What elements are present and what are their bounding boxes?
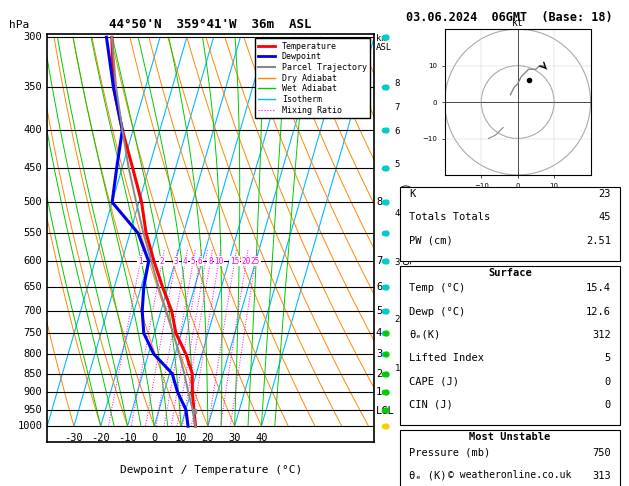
Text: 1: 1 bbox=[138, 257, 143, 266]
Text: 350: 350 bbox=[23, 82, 42, 92]
Text: -30: -30 bbox=[65, 433, 83, 443]
Text: 6: 6 bbox=[198, 257, 202, 266]
Text: 8: 8 bbox=[376, 197, 382, 207]
Text: 5: 5 bbox=[604, 353, 611, 364]
Legend: Temperature, Dewpoint, Parcel Trajectory, Dry Adiabat, Wet Adiabat, Isotherm, Mi: Temperature, Dewpoint, Parcel Trajectory… bbox=[255, 38, 370, 118]
Text: 3: 3 bbox=[394, 258, 400, 267]
Text: 0: 0 bbox=[604, 377, 611, 387]
Text: 7: 7 bbox=[394, 103, 400, 112]
Text: 4: 4 bbox=[183, 257, 187, 266]
Text: 900: 900 bbox=[23, 387, 42, 397]
Text: 1: 1 bbox=[376, 387, 382, 397]
Text: 10: 10 bbox=[175, 433, 187, 443]
FancyBboxPatch shape bbox=[399, 187, 620, 261]
Text: LCL: LCL bbox=[376, 406, 394, 416]
Text: 5: 5 bbox=[394, 160, 400, 169]
Text: θₑ(K): θₑ(K) bbox=[409, 330, 440, 340]
Text: 950: 950 bbox=[23, 404, 42, 415]
Text: 12.6: 12.6 bbox=[586, 307, 611, 317]
Text: CAPE (J): CAPE (J) bbox=[409, 377, 459, 387]
Text: Mixing Ratio (g/kg): Mixing Ratio (g/kg) bbox=[402, 182, 412, 294]
Text: Pressure (mb): Pressure (mb) bbox=[409, 448, 490, 458]
Text: 4: 4 bbox=[376, 328, 382, 338]
Text: 550: 550 bbox=[23, 228, 42, 238]
Text: 15: 15 bbox=[230, 257, 239, 266]
Text: 2.51: 2.51 bbox=[586, 236, 611, 246]
Text: 312: 312 bbox=[592, 330, 611, 340]
Text: 10: 10 bbox=[214, 257, 223, 266]
Text: 5: 5 bbox=[376, 306, 382, 316]
FancyBboxPatch shape bbox=[399, 266, 620, 425]
Text: © weatheronline.co.uk: © weatheronline.co.uk bbox=[448, 470, 572, 480]
Text: 40: 40 bbox=[255, 433, 268, 443]
Text: Lifted Index: Lifted Index bbox=[409, 353, 484, 364]
Text: hPa: hPa bbox=[9, 20, 30, 30]
Text: 23: 23 bbox=[598, 189, 611, 199]
Text: 2: 2 bbox=[394, 315, 400, 324]
Text: 313: 313 bbox=[592, 471, 611, 481]
Text: Surface: Surface bbox=[488, 268, 532, 278]
Text: 3: 3 bbox=[173, 257, 178, 266]
Text: 0: 0 bbox=[151, 433, 157, 443]
Text: 650: 650 bbox=[23, 282, 42, 292]
Text: -20: -20 bbox=[91, 433, 110, 443]
Text: 45: 45 bbox=[598, 212, 611, 223]
Text: 1000: 1000 bbox=[17, 421, 42, 431]
Text: Totals Totals: Totals Totals bbox=[409, 212, 490, 223]
Text: 700: 700 bbox=[23, 306, 42, 316]
Text: 25: 25 bbox=[251, 257, 260, 266]
Text: 8: 8 bbox=[208, 257, 213, 266]
Text: θₑ (K): θₑ (K) bbox=[409, 471, 447, 481]
Text: Most Unstable: Most Unstable bbox=[469, 432, 550, 442]
Text: 2: 2 bbox=[376, 368, 382, 379]
Text: 5: 5 bbox=[191, 257, 196, 266]
Text: 03.06.2024  06GMT  (Base: 18): 03.06.2024 06GMT (Base: 18) bbox=[406, 11, 613, 24]
Text: 8: 8 bbox=[394, 79, 400, 87]
Text: 300: 300 bbox=[23, 32, 42, 42]
Text: 7: 7 bbox=[376, 256, 382, 266]
Text: 400: 400 bbox=[23, 125, 42, 135]
Text: 850: 850 bbox=[23, 368, 42, 379]
Text: 6: 6 bbox=[394, 127, 400, 137]
Text: 750: 750 bbox=[23, 328, 42, 338]
Text: 750: 750 bbox=[592, 448, 611, 458]
Text: CIN (J): CIN (J) bbox=[409, 400, 452, 410]
Text: K: K bbox=[409, 189, 415, 199]
Text: 20: 20 bbox=[202, 433, 214, 443]
Text: 800: 800 bbox=[23, 349, 42, 359]
Text: 500: 500 bbox=[23, 197, 42, 207]
Text: 3: 3 bbox=[376, 349, 382, 359]
Text: Temp (°C): Temp (°C) bbox=[409, 283, 465, 294]
Text: 30: 30 bbox=[228, 433, 241, 443]
FancyBboxPatch shape bbox=[399, 430, 620, 486]
Text: Dewp (°C): Dewp (°C) bbox=[409, 307, 465, 317]
Text: Dewpoint / Temperature (°C): Dewpoint / Temperature (°C) bbox=[120, 465, 302, 475]
Text: km
ASL: km ASL bbox=[376, 34, 392, 52]
Text: 600: 600 bbox=[23, 256, 42, 266]
Text: 450: 450 bbox=[23, 163, 42, 173]
Text: -10: -10 bbox=[118, 433, 137, 443]
Text: 20: 20 bbox=[242, 257, 251, 266]
Text: 2: 2 bbox=[160, 257, 164, 266]
Text: PW (cm): PW (cm) bbox=[409, 236, 452, 246]
Text: 1: 1 bbox=[394, 364, 400, 373]
Text: 4: 4 bbox=[394, 209, 400, 218]
Text: 15.4: 15.4 bbox=[586, 283, 611, 294]
Title: 44°50'N  359°41'W  36m  ASL: 44°50'N 359°41'W 36m ASL bbox=[109, 18, 312, 32]
Text: 0: 0 bbox=[604, 400, 611, 410]
Text: 6: 6 bbox=[376, 282, 382, 292]
Title: kt: kt bbox=[512, 18, 523, 28]
